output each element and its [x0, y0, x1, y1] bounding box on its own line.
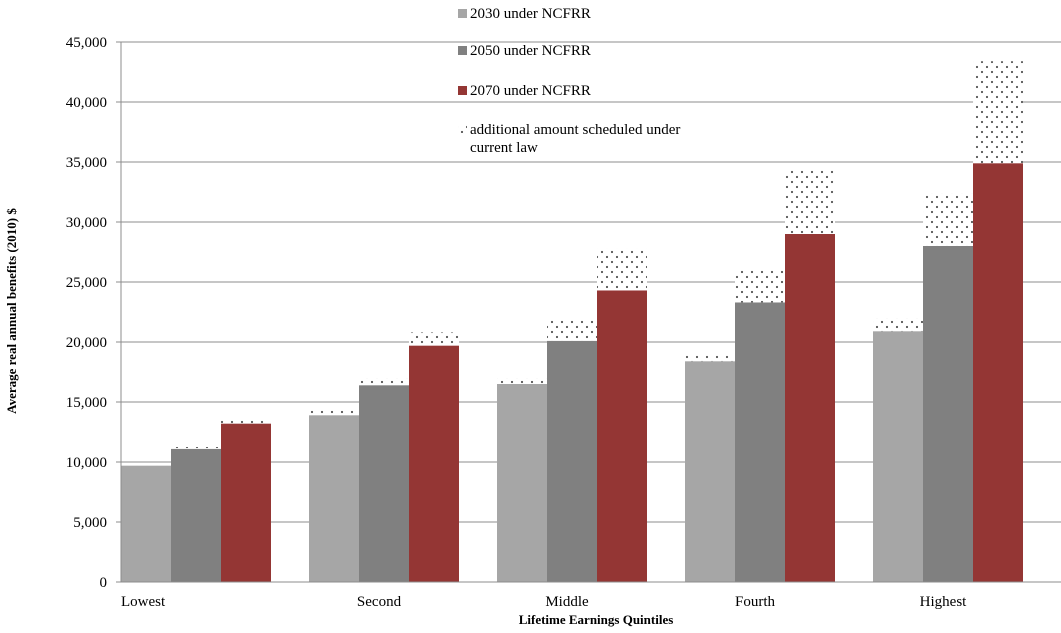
x-tick-label: Fourth — [735, 594, 776, 610]
y-tick-label: 5,000 — [73, 515, 107, 531]
y-tick-label: 30,000 — [66, 215, 107, 231]
legend-swatch-additional — [458, 124, 467, 133]
bar-additional-segment — [597, 248, 647, 291]
bar — [735, 302, 785, 582]
bar-additional-segment — [785, 169, 835, 234]
axes — [120, 42, 1061, 583]
x-tick-label: Second — [357, 594, 402, 610]
x-axis-ticks: Lowest Second Middle Fourth Highest — [121, 594, 967, 610]
x-axis-title: Lifetime Earnings Quintiles — [519, 612, 674, 627]
x-tick-label: Lowest — [121, 594, 166, 610]
bar-additional-segment — [547, 319, 597, 341]
legend-swatch — [458, 86, 467, 95]
bar — [409, 345, 459, 582]
legend-label: 2070 under NCFRR — [470, 83, 591, 99]
bar — [685, 361, 735, 582]
y-tick-label: 20,000 — [66, 335, 107, 351]
bar — [309, 415, 359, 582]
x-tick-label: Middle — [545, 594, 589, 610]
bar-additional-segment — [359, 378, 409, 386]
bar-additional-segment — [735, 268, 785, 303]
bar-additional-segment — [923, 193, 973, 246]
bar — [873, 331, 923, 582]
y-tick-label: 45,000 — [66, 35, 107, 51]
bars — [121, 61, 1023, 582]
y-axis-title: Average real annual benefits (2010) $ — [4, 208, 19, 414]
bar-additional-segment — [409, 332, 459, 346]
gridlines — [121, 41, 1061, 523]
y-tick-label: 0 — [100, 575, 108, 591]
bar — [497, 384, 547, 582]
y-axis-ticks: 0 5,000 10,000 15,000 20,000 25,000 30,000 35,0… — [66, 35, 121, 591]
bar — [171, 448, 221, 582]
legend-swatch — [458, 9, 467, 18]
y-tick-label: 35,000 — [66, 155, 107, 171]
bar-additional-segment — [497, 378, 547, 384]
bar-additional-segment — [973, 61, 1023, 164]
bar-additional-segment — [171, 447, 221, 449]
bar — [973, 163, 1023, 582]
y-tick-label: 25,000 — [66, 275, 107, 291]
bar — [597, 290, 647, 582]
y-tick-label: 40,000 — [66, 95, 107, 111]
bar — [785, 234, 835, 582]
legend-label-additional: additional amount scheduled under — [470, 122, 680, 138]
bar — [221, 423, 271, 582]
bar — [547, 340, 597, 582]
bar — [121, 465, 171, 582]
legend-label-additional: current law — [470, 140, 538, 156]
bar — [359, 385, 409, 582]
y-tick-label: 15,000 — [66, 395, 107, 411]
y-tick-label: 10,000 — [66, 455, 107, 471]
bar-additional-segment — [685, 354, 735, 362]
bar-additional-segment — [309, 410, 359, 416]
bar-additional-segment — [121, 463, 171, 466]
bar-additional-segment — [873, 318, 923, 332]
x-tick-label: Highest — [920, 594, 967, 610]
legend-swatch — [458, 46, 467, 55]
legend-label: 2030 under NCFRR — [470, 6, 591, 22]
legend: 2030 under NCFRR 2050 under NCFRR 2070 und… — [458, 6, 680, 156]
legend-label: 2050 under NCFRR — [470, 43, 591, 59]
bar — [923, 246, 973, 582]
bar-additional-segment — [221, 420, 271, 424]
